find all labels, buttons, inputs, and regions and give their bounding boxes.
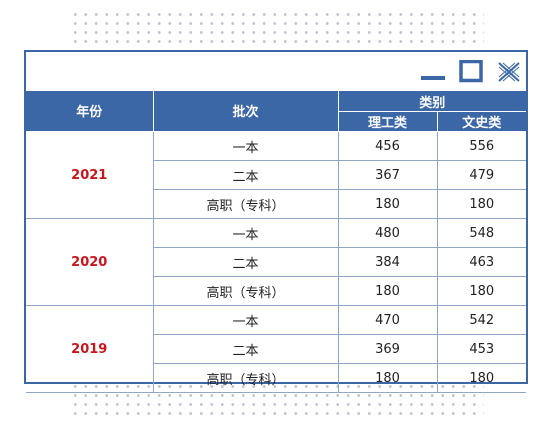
table-row: 2019 一本 470 542 — [26, 305, 527, 393]
window-titlebar — [26, 52, 526, 90]
batch-cell: 高职（专科） — [153, 189, 339, 219]
batch-cell: 高职（专科） — [153, 363, 339, 393]
science-score-cell: 369 — [337, 334, 438, 364]
science-score-cell: 180 — [337, 363, 438, 393]
table-row: 2021 一本 456 556 — [26, 131, 527, 219]
arts-score-cell: 463 — [436, 247, 527, 277]
science-score-cell: 180 — [337, 276, 438, 306]
science-score-cell: 367 — [337, 160, 438, 190]
arts-score-cell: 479 — [436, 160, 527, 190]
header-year: 年份 — [26, 90, 154, 132]
table-row: 二本 367 479 — [26, 160, 527, 190]
year-cell: 2021 — [26, 131, 154, 219]
science-score-cell: 470 — [337, 305, 438, 335]
arts-score-cell: 180 — [436, 363, 527, 393]
table-row: 高职（专科） 180 180 — [26, 363, 527, 393]
table-row: 二本 384 463 — [26, 247, 527, 277]
score-table: 年份 批次 类别 理工类 文史类 2021 一本 456 556 二本 367 … — [26, 90, 527, 393]
arts-score-cell: 542 — [436, 305, 527, 335]
arts-score-cell: 180 — [436, 276, 527, 306]
science-score-cell: 180 — [337, 189, 438, 219]
header-arts: 文史类 — [436, 111, 527, 132]
science-score-cell: 480 — [337, 218, 438, 248]
science-score-cell: 456 — [337, 131, 438, 161]
arts-score-cell: 453 — [436, 334, 527, 364]
batch-cell: 二本 — [153, 334, 339, 364]
table-row: 二本 369 453 — [26, 334, 527, 364]
table-row: 2020 一本 480 548 — [26, 218, 527, 306]
batch-cell: 二本 — [153, 247, 339, 277]
arts-score-cell: 548 — [436, 218, 527, 248]
header-science: 理工类 — [337, 111, 438, 132]
year-cell: 2019 — [26, 305, 154, 393]
decorative-dots-top — [70, 10, 484, 46]
science-score-cell: 384 — [337, 247, 438, 277]
year-cell: 2020 — [26, 218, 154, 306]
batch-cell: 二本 — [153, 160, 339, 190]
arts-score-cell: 556 — [436, 131, 527, 161]
header-batch: 批次 — [153, 90, 339, 132]
table-row: 高职（专科） 180 180 — [26, 276, 527, 306]
minimize-icon[interactable] — [420, 60, 446, 84]
maximize-icon[interactable] — [458, 60, 484, 84]
batch-cell: 一本 — [152, 218, 339, 248]
close-icon[interactable] — [496, 60, 522, 84]
header-category: 类别 — [337, 90, 527, 112]
batch-cell: 一本 — [152, 305, 339, 335]
arts-score-cell: 180 — [436, 189, 527, 219]
batch-cell: 高职（专科） — [153, 276, 339, 306]
table-window: 年份 批次 类别 理工类 文史类 2021 一本 456 556 二本 367 … — [24, 50, 528, 393]
table-row: 高职（专科） 180 180 — [26, 189, 527, 219]
batch-cell: 一本 — [152, 131, 339, 161]
